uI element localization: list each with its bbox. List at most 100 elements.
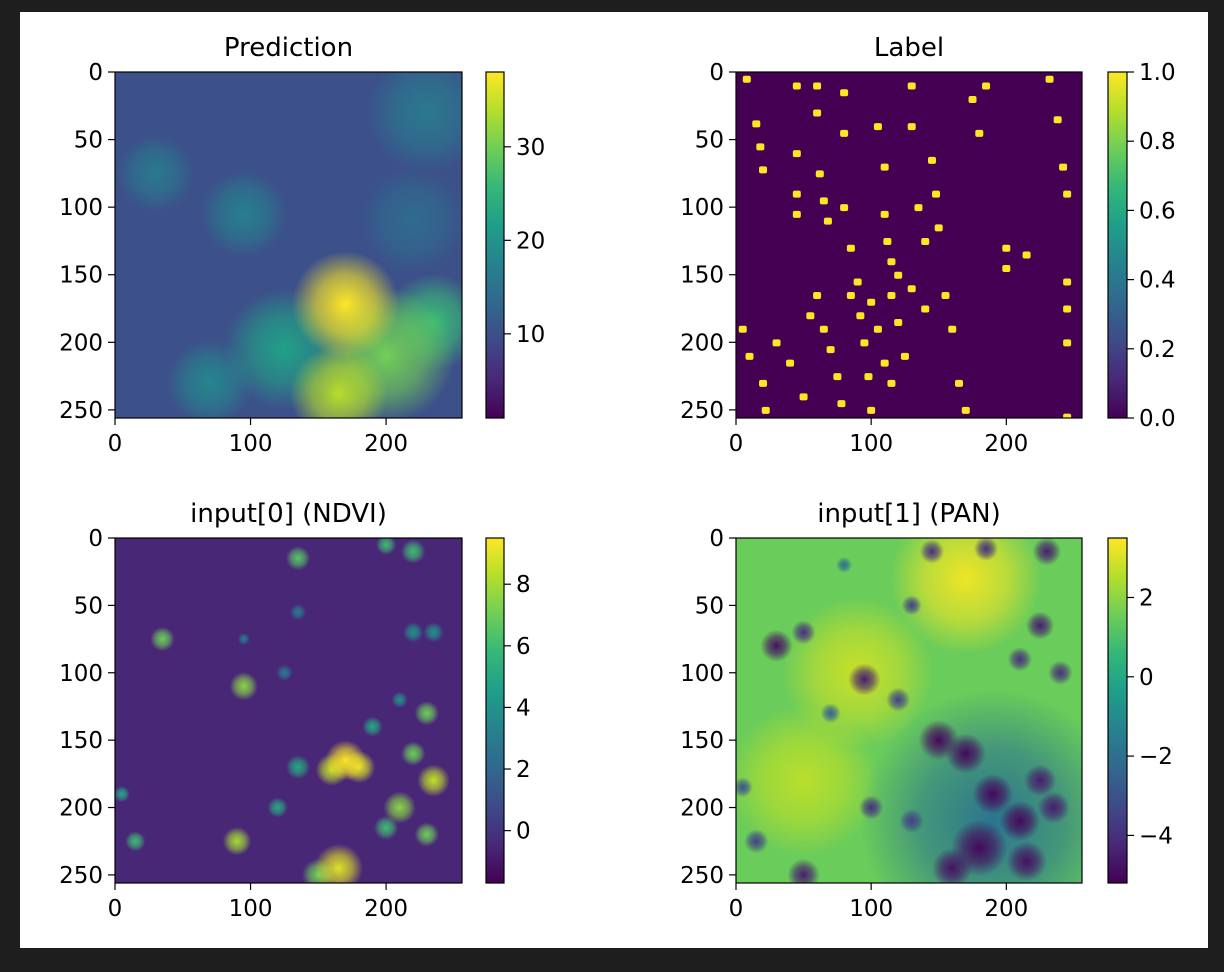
y-tick-label: 0 (88, 60, 103, 86)
colorbar (485, 537, 505, 884)
y-tick-label: 0 (709, 60, 724, 86)
colorbar-tick-label: 2 (516, 757, 531, 783)
label-pixel (907, 285, 916, 293)
label-pixel (1053, 116, 1062, 124)
heatmap-blob (267, 797, 288, 818)
y-tick-label: 150 (680, 728, 724, 754)
colorbar-tick-label: 2 (1139, 585, 1154, 611)
y-tick-label: 100 (59, 661, 103, 687)
label-pixel (819, 325, 828, 333)
label-pixel (1063, 305, 1072, 313)
label-pixel (759, 166, 768, 174)
colorbar-tick-label: −4 (1139, 823, 1173, 849)
axes-frame (114, 537, 463, 884)
x-tick-label: 100 (849, 431, 893, 457)
label-pixel (1002, 244, 1011, 252)
label-pixel (1022, 251, 1031, 259)
heatmap-blob (391, 691, 408, 708)
label-pixel (880, 359, 889, 367)
label-pixel (934, 224, 943, 232)
colorbar (1107, 71, 1128, 419)
heatmap-blob (116, 134, 195, 213)
label-pixel (1063, 190, 1072, 198)
heatmap-background (115, 538, 462, 883)
heatmap-blob (423, 622, 444, 643)
label-pixel (792, 210, 801, 218)
heatmap-blob (899, 808, 924, 834)
label-pixel (761, 406, 770, 414)
label-pixel (860, 339, 869, 347)
panel-title: input[1] (PAN) (817, 499, 1001, 529)
label-pixel (887, 258, 896, 266)
label-pixel (927, 156, 936, 164)
colorbar-tick-label: 0 (1139, 665, 1154, 691)
label-pixel (1059, 163, 1068, 171)
heatmap-blob (222, 827, 252, 856)
label-pixel (864, 373, 873, 381)
y-tick-label: 0 (88, 526, 103, 552)
panel-title: Label (874, 33, 944, 63)
heatmap-blob (285, 754, 311, 780)
heatmap-blob (414, 822, 439, 847)
colorbar-tick-label: 1.0 (1139, 60, 1176, 86)
label-pixel (955, 379, 964, 387)
heatmap-blob (289, 604, 307, 621)
label-pixel (756, 143, 765, 151)
heatmap-blob (359, 167, 462, 275)
label-pixel (799, 393, 808, 401)
x-tick-label: 200 (364, 431, 408, 457)
heatmap-blob (289, 345, 388, 418)
heatmap-blob (150, 626, 175, 652)
label-pixel (880, 210, 889, 218)
y-tick-label: 250 (680, 863, 724, 889)
heatmap-blob (919, 539, 945, 564)
heatmap-image (736, 538, 1082, 883)
y-tick-label: 100 (59, 195, 103, 221)
y-tick-label: 100 (680, 195, 724, 221)
y-tick-label: 200 (59, 796, 103, 822)
figure: Prediction 0 100 200 0 50 100 150 200 250 10 20 30 La… (20, 12, 1208, 948)
label-pixel (745, 352, 754, 360)
label-pixel (772, 339, 781, 347)
label-pixel (1002, 264, 1011, 272)
x-tick-label: 200 (984, 896, 1028, 922)
label-pixel (792, 190, 801, 198)
heatmap-blob (736, 777, 753, 798)
label-pixel (932, 190, 941, 198)
x-tick-label: 0 (108, 896, 123, 922)
label-pixel (948, 325, 957, 333)
label-pixel (883, 237, 892, 245)
heatmap-blob (365, 72, 462, 174)
heatmap-blob (125, 831, 146, 852)
label-pixel (738, 325, 747, 333)
label-pixel (840, 204, 849, 212)
label-pixel (792, 150, 801, 158)
y-tick-label: 250 (59, 863, 103, 889)
colorbar (485, 71, 505, 419)
colorbar-tick-label: 0.6 (1139, 198, 1176, 224)
label-pixel (837, 400, 846, 408)
label-pixel (914, 204, 923, 212)
x-tick-label: 100 (229, 431, 273, 457)
heatmap-blob (820, 703, 841, 724)
x-tick-label: 0 (729, 431, 744, 457)
heatmap-blob (1037, 791, 1070, 824)
label-pixel (823, 217, 832, 225)
heatmap-blob (836, 556, 853, 574)
heatmap-blob (999, 800, 1041, 842)
label-pixel (786, 359, 795, 367)
label-pixel (880, 163, 889, 171)
colorbar-tick-label: 0.8 (1139, 129, 1176, 155)
label-pixel (867, 406, 876, 414)
heatmap-blob (401, 741, 426, 766)
label-pixel (1063, 339, 1072, 347)
heatmap-blob (414, 701, 439, 726)
axes-frame (735, 71, 1083, 419)
x-tick-label: 0 (729, 896, 744, 922)
heatmap-blob (1025, 611, 1055, 640)
label-pixel (921, 305, 930, 313)
y-tick-label: 150 (59, 263, 103, 289)
y-tick-label: 100 (680, 661, 724, 687)
heatmap-blob (285, 546, 311, 571)
heatmap-blob (901, 595, 922, 616)
